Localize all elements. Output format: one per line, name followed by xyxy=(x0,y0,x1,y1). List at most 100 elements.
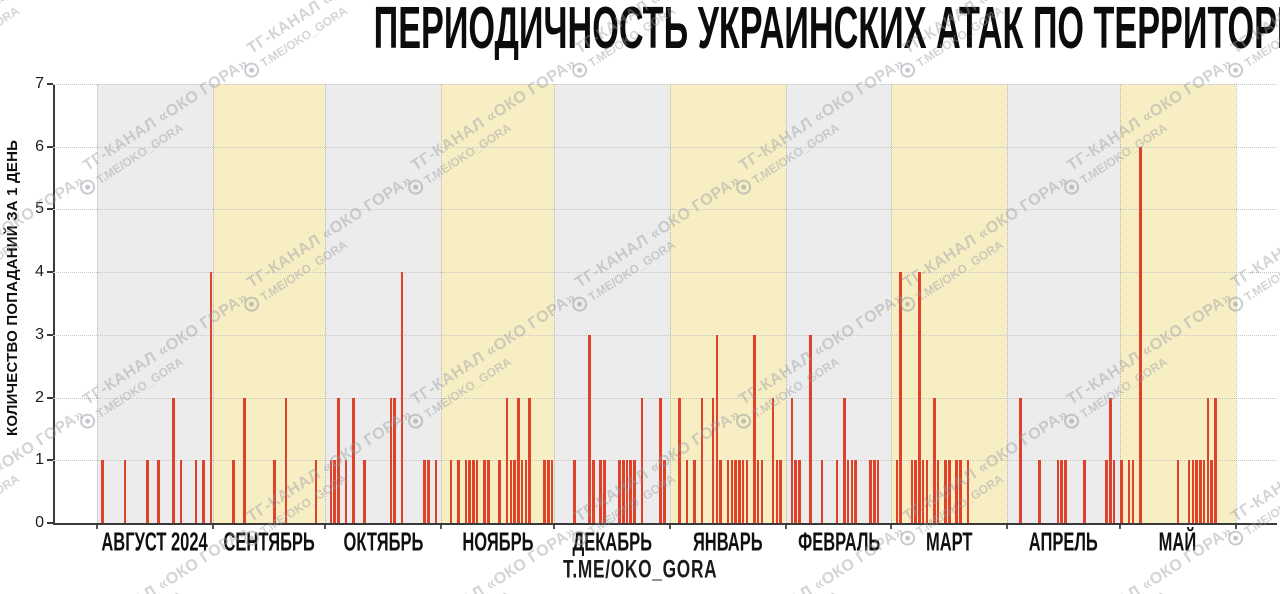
y-tick-mark xyxy=(47,396,53,399)
x-tick-month-label: ЯНВАРЬ xyxy=(630,527,826,557)
attack-bar xyxy=(517,397,520,523)
attack-bar xyxy=(914,460,917,523)
attack-bar xyxy=(573,460,576,523)
month-band xyxy=(1007,84,1120,523)
attack-bar xyxy=(1131,460,1135,523)
gridline xyxy=(53,397,1277,399)
attack-bar xyxy=(400,272,404,523)
attack-bar xyxy=(745,460,749,523)
x-tick-month-label: ОКТЯБРЬ xyxy=(285,527,481,557)
attack-bar xyxy=(509,460,513,523)
attack-bar xyxy=(1109,397,1112,523)
attack-bar xyxy=(876,460,880,523)
month-label-text: АВГУСТ 2024 xyxy=(101,527,208,557)
attack-bar xyxy=(738,460,741,523)
attack-bar xyxy=(209,272,213,523)
month-boundary-line xyxy=(891,84,893,523)
attack-bar xyxy=(966,460,970,523)
month-label-text: ДЕКАБРЬ xyxy=(572,527,652,557)
attack-bar xyxy=(640,397,644,523)
month-label-text: МАРТ xyxy=(926,527,973,557)
attack-bar xyxy=(520,460,524,523)
attack-bar xyxy=(741,460,745,523)
y-tick-mark xyxy=(47,208,53,211)
attack-bar xyxy=(464,460,468,523)
month-boundary-line xyxy=(786,84,788,523)
x-tick-mark xyxy=(1118,525,1121,529)
attack-bar xyxy=(873,460,876,523)
attack-bar xyxy=(948,460,951,523)
attack-bar xyxy=(809,334,812,523)
month-boundary-line xyxy=(1119,84,1121,523)
x-tick-month-label: ФЕВРАЛЬ xyxy=(746,528,931,555)
gridline xyxy=(53,272,1277,274)
attack-bar xyxy=(599,460,603,523)
attack-bar xyxy=(314,460,318,523)
x-tick-month-label: АВГУСТ 2024 xyxy=(57,527,253,557)
attack-bar xyxy=(472,460,475,523)
attack-bar xyxy=(284,397,288,523)
x-tick-mark xyxy=(669,525,672,529)
attack-bar xyxy=(659,397,663,523)
attack-bar xyxy=(1187,460,1191,523)
x-tick-month-label: ДЕКАБРЬ xyxy=(514,527,710,557)
chart-title-text: ПЕРИОДИЧНОСТЬ УКРАИНСКИХ АТАК ПО ТЕРРИТО… xyxy=(373,0,1280,62)
attack-bar xyxy=(1064,460,1067,523)
y-tick-label: 6 xyxy=(35,137,44,155)
attack-bar xyxy=(337,397,340,523)
attack-bar xyxy=(546,460,550,523)
y-tick-mark xyxy=(47,333,53,336)
month-band xyxy=(553,84,671,523)
attack-bar xyxy=(1199,460,1202,523)
attack-bar xyxy=(145,460,149,523)
attack-bar xyxy=(820,460,824,523)
attack-bar xyxy=(393,397,396,523)
attack-bar xyxy=(715,334,719,523)
attack-bar xyxy=(1195,460,1198,523)
month-boundary-line xyxy=(1007,84,1009,523)
attack-bar xyxy=(1139,146,1142,523)
attack-bar xyxy=(449,460,453,523)
attack-bar xyxy=(918,272,921,523)
attack-bar xyxy=(389,397,393,523)
attack-bar xyxy=(101,460,104,523)
attack-bar xyxy=(1202,460,1206,523)
attack-bar xyxy=(483,460,486,523)
attack-bar xyxy=(1214,397,1217,523)
attack-bar xyxy=(753,334,756,523)
x-tick-month-label: СЕНТЯБРЬ xyxy=(173,528,365,555)
footer-channel-text: T.ME/OKO_GORA xyxy=(562,555,718,584)
attack-bar xyxy=(835,460,839,523)
attack-bar xyxy=(513,460,516,523)
attack-bar xyxy=(944,460,947,523)
gridline xyxy=(53,209,1277,211)
attack-bar xyxy=(591,460,595,523)
attack-bar xyxy=(588,334,591,523)
attack-bar xyxy=(194,460,198,523)
x-axis-line xyxy=(53,523,1277,525)
attack-bar xyxy=(543,460,546,523)
attack-bar xyxy=(1176,460,1180,523)
attack-bar xyxy=(678,397,681,523)
attack-bar xyxy=(344,460,348,523)
month-label-text: ОКТЯБРЬ xyxy=(343,527,424,557)
y-tick-label: 3 xyxy=(35,325,44,343)
attack-bar xyxy=(603,460,606,523)
attack-bar xyxy=(711,397,715,523)
attack-bar xyxy=(794,460,797,523)
attack-bar xyxy=(1082,460,1086,523)
attack-bar xyxy=(487,460,490,523)
y-tick-mark xyxy=(47,271,53,274)
month-band xyxy=(1119,84,1236,523)
attack-bar xyxy=(790,397,794,523)
y-tick-label: 0 xyxy=(35,514,44,531)
attack-bar xyxy=(1206,397,1210,523)
month-label-text: ЯНВАРЬ xyxy=(693,527,763,557)
attack-bar xyxy=(621,460,625,523)
attack-bar xyxy=(1191,460,1195,523)
attack-bar xyxy=(846,460,850,523)
attack-bar xyxy=(1060,460,1064,523)
x-tick-month-label: АПРЕЛЬ xyxy=(967,528,1159,555)
attack-bar xyxy=(798,460,801,523)
